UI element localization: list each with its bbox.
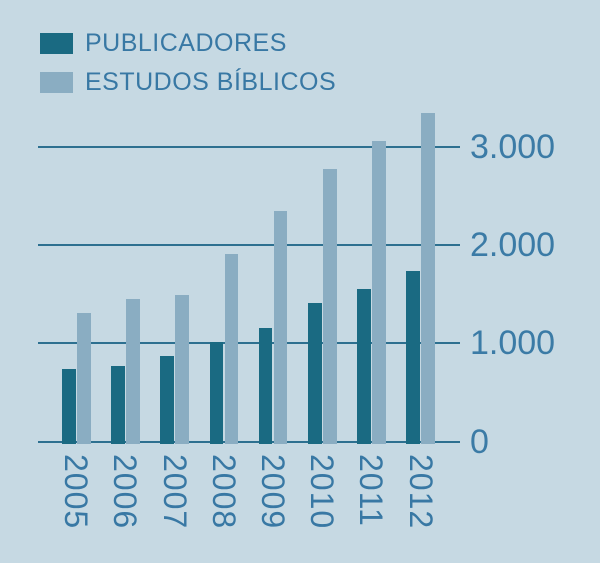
bar-estudos-biblicos-2005 (77, 313, 91, 444)
bar-publicadores-2010 (308, 303, 322, 444)
x-axis-label-2005: 2005 (58, 454, 95, 530)
bar-estudos-biblicos-2011 (372, 141, 386, 444)
legend-item-publicadores: PUBLICADORES (40, 31, 336, 56)
bar-estudos-biblicos-2009 (273, 211, 288, 444)
bar-estudos-biblicos-2006 (126, 298, 140, 444)
legend-swatch-publicadores (40, 33, 73, 54)
legend: PUBLICADORES ESTUDOS BÍBLICOS (40, 31, 336, 109)
x-axis-label-2010: 2010 (304, 454, 341, 530)
gridline-1.000 (38, 342, 460, 345)
bar-publicadores-2008 (209, 341, 224, 444)
bar-publicadores-2009 (258, 328, 273, 444)
bar-publicadores-2006 (111, 365, 125, 444)
y-axis-tick-label: 3.000 (470, 127, 556, 166)
legend-swatch-estudos-biblicos (40, 72, 73, 93)
bar-publicadores-2005 (62, 368, 76, 444)
bar-estudos-biblicos-2012 (421, 113, 435, 444)
y-axis-tick-label: 1.000 (470, 324, 556, 363)
bar-publicadores-2007 (160, 356, 174, 444)
y-axis-tick-label: 2.000 (470, 225, 556, 264)
bar-publicadores-2011 (357, 288, 371, 444)
gridline-0 (38, 440, 460, 443)
x-axis-label-2012: 2012 (402, 454, 439, 530)
legend-label-publicadores: PUBLICADORES (85, 29, 287, 57)
bar-estudos-biblicos-2010 (323, 169, 337, 444)
bar-publicadores-2012 (406, 271, 420, 444)
bar-estudos-biblicos-2008 (224, 253, 239, 444)
legend-item-estudos-biblicos: ESTUDOS BÍBLICOS (40, 70, 336, 95)
gridline-3.000 (38, 145, 460, 148)
bar-estudos-biblicos-2007 (175, 294, 189, 444)
y-axis-tick-label: 0 (470, 422, 489, 461)
x-axis-label-2008: 2008 (205, 454, 242, 530)
x-axis-label-2011: 2011 (353, 454, 390, 527)
x-axis-label-2006: 2006 (107, 454, 144, 530)
gridline-2.000 (38, 243, 460, 246)
x-axis-label-2009: 2009 (255, 454, 292, 530)
x-axis-label-2007: 2007 (156, 454, 193, 530)
legend-label-estudos-biblicos: ESTUDOS BÍBLICOS (85, 68, 337, 96)
